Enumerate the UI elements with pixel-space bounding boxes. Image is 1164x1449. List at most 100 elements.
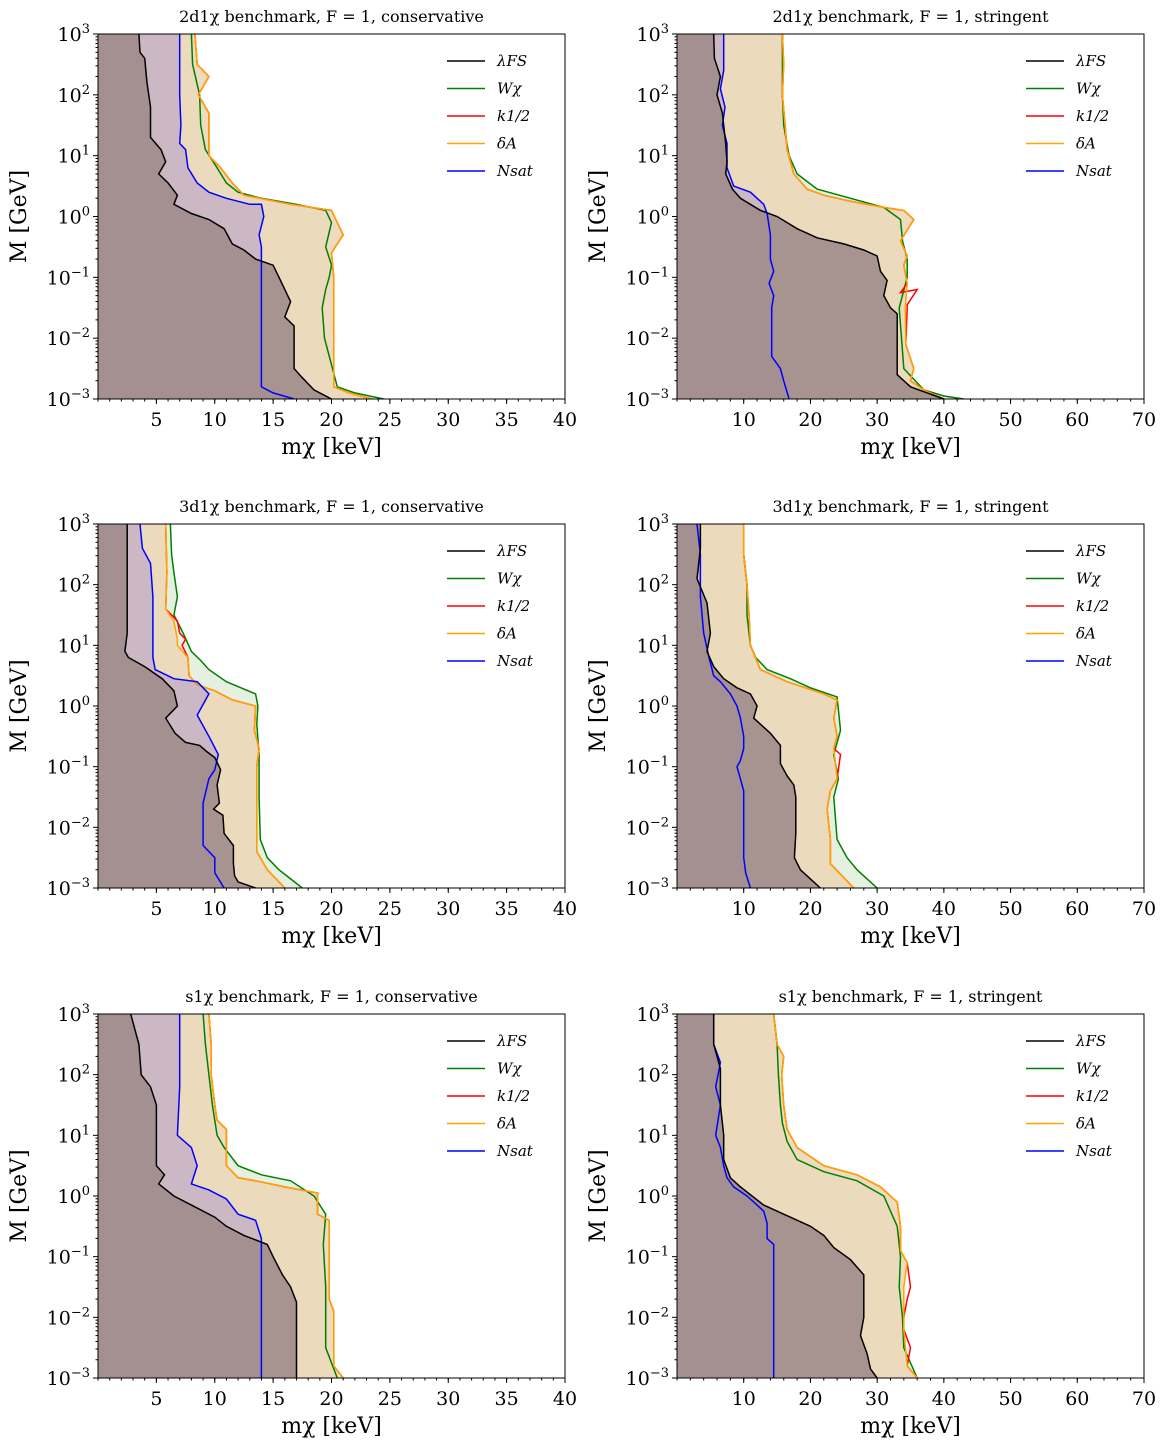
excluded-region-fill [677, 34, 944, 399]
legend-label-delta_a: δA [497, 1115, 517, 1133]
y-tick-label: 100 [637, 1184, 669, 1208]
series-line-w_chi [772, 1014, 918, 1378]
y-tick-label: 103 [58, 1002, 90, 1026]
x-tick-label: 60 [1065, 409, 1089, 431]
series-line-n_sat [176, 1014, 263, 1378]
legend-label-w_chi: Wχ [1076, 80, 1101, 98]
y-tick-label: 10−2 [47, 815, 90, 839]
x-tick-label: 70 [1132, 898, 1156, 920]
legend-label-delta_a: δA [1076, 1115, 1096, 1133]
legend-label-delta_a: δA [1076, 625, 1096, 643]
chart-panel-3: 5 10 15 20 25 30 35 40 10−3 10−2 10−1 100 101 102 103 3… [7, 497, 577, 949]
y-tick-label: 103 [58, 512, 90, 536]
y-tick-label: 10−1 [47, 1245, 90, 1269]
legend: λFS Wχ k1/2 δA Nsat [447, 52, 534, 180]
series-line-delta_a [164, 524, 286, 888]
x-tick-label: 50 [998, 1388, 1022, 1410]
legend-label-n_sat: Nsat [496, 162, 534, 180]
x-tick-label: 30 [436, 898, 460, 920]
y-tick-label: 101 [58, 144, 90, 168]
plot-area [677, 524, 878, 888]
y-tick-label: 10−3 [626, 876, 669, 900]
x-axis-label: mχ [keV] [860, 435, 961, 460]
y-tick-label: 103 [637, 512, 669, 536]
legend: λFS Wχ k1/2 δA Nsat [1026, 1032, 1113, 1160]
x-tick-label: 10 [203, 409, 227, 431]
panel-title: 2d1χ benchmark, F = 1, conservative [179, 7, 484, 26]
legend-label-w_chi: Wχ [497, 1060, 522, 1078]
y-tick-label: 100 [58, 205, 90, 229]
x-tick-label: 70 [1132, 409, 1156, 431]
y-tick-label: 10−3 [47, 876, 90, 900]
legend-label-lambda_fs: λFS [496, 52, 527, 70]
x-tick-label: 40 [932, 1388, 956, 1410]
legend-label-lambda_fs: λFS [496, 542, 527, 560]
series-line-lambda_fs [712, 34, 945, 399]
x-tick-label: 10 [732, 898, 756, 920]
x-tick-label: 60 [1065, 898, 1089, 920]
y-axis-label: M [GeV] [7, 659, 32, 752]
y-tick-label: 101 [637, 1123, 669, 1147]
legend-label-n_sat: Nsat [1075, 652, 1113, 670]
excluded-region-fill [98, 34, 332, 399]
x-tick-label: 20 [319, 1388, 343, 1410]
x-tick-label: 5 [150, 1388, 162, 1410]
legend-label-n_sat: Nsat [496, 652, 534, 670]
legend: λFS Wχ k1/2 δA Nsat [447, 1032, 534, 1160]
x-tick-label: 10 [203, 1388, 227, 1410]
series-line-delta_a [742, 524, 855, 888]
legend-label-delta_a: δA [497, 625, 517, 643]
y-tick-label: 103 [637, 22, 669, 46]
x-tick-label: 30 [865, 1388, 889, 1410]
legend-label-w_chi: Wχ [1076, 1060, 1101, 1078]
y-tick-label: 10−2 [626, 326, 669, 350]
x-tick-label: 35 [495, 409, 519, 431]
panel-title: 3d1χ benchmark, F = 1, conservative [179, 497, 484, 516]
x-tick-label: 20 [798, 898, 822, 920]
y-tick-label: 100 [58, 1184, 90, 1208]
y-tick-label: 101 [58, 633, 90, 657]
x-tick-label: 25 [378, 409, 402, 431]
x-tick-label: 35 [495, 1388, 519, 1410]
legend: λFS Wχ k1/2 δA Nsat [447, 542, 534, 670]
x-tick-label: 40 [932, 409, 956, 431]
x-tick-label: 15 [261, 898, 285, 920]
series-line-n_sat [712, 1014, 775, 1378]
legend-label-lambda_fs: λFS [1075, 1032, 1106, 1050]
y-tick-label: 10−1 [626, 1245, 669, 1269]
chart-panel-5: 5 10 15 20 25 30 35 40 10−3 10−2 10−1 100 101 102 103 s… [7, 987, 577, 1439]
y-axis-label: M [GeV] [586, 659, 611, 752]
x-tick-label: 20 [798, 1388, 822, 1410]
legend-label-k_half: k1/2 [1076, 107, 1109, 125]
x-tick-label: 60 [1065, 1388, 1089, 1410]
series-line-w_chi [202, 1014, 339, 1378]
legend-label-k_half: k1/2 [497, 597, 530, 615]
y-tick-label: 10−3 [626, 1366, 669, 1390]
x-tick-label: 15 [261, 409, 285, 431]
series-line-w_chi [742, 524, 878, 888]
x-tick-label: 35 [495, 898, 519, 920]
plot-area [98, 524, 303, 888]
chart-panel-1: 5 10 15 20 25 30 35 40 10−3 10−2 10−1 100 101 102 103 2… [7, 7, 577, 460]
x-tick-label: 15 [261, 1388, 285, 1410]
y-tick-label: 10−2 [626, 815, 669, 839]
y-tick-label: 10−2 [626, 1305, 669, 1329]
chart-panel-2: 10 20 30 40 50 60 70 10−3 10−2 10−1 100 101 102 103 2d… [586, 7, 1156, 460]
series-line-delta_a [781, 34, 945, 399]
excluded-region-fill [677, 524, 821, 888]
x-tick-label: 40 [932, 898, 956, 920]
series-line-delta_a [194, 34, 373, 399]
x-axis-label: mχ [keV] [281, 1414, 382, 1439]
y-axis-label: M [GeV] [586, 1149, 611, 1242]
y-tick-label: 101 [637, 144, 669, 168]
y-tick-label: 100 [637, 694, 669, 718]
legend-label-lambda_fs: λFS [1075, 52, 1106, 70]
x-axis-label: mχ [keV] [281, 924, 382, 949]
x-tick-label: 40 [553, 898, 577, 920]
x-tick-label: 5 [150, 409, 162, 431]
series-line-n_sat [139, 524, 225, 888]
legend-label-lambda_fs: λFS [1075, 542, 1106, 560]
y-tick-label: 102 [637, 573, 669, 597]
y-axis-label: M [GeV] [7, 170, 32, 263]
legend-label-n_sat: Nsat [496, 1142, 534, 1160]
